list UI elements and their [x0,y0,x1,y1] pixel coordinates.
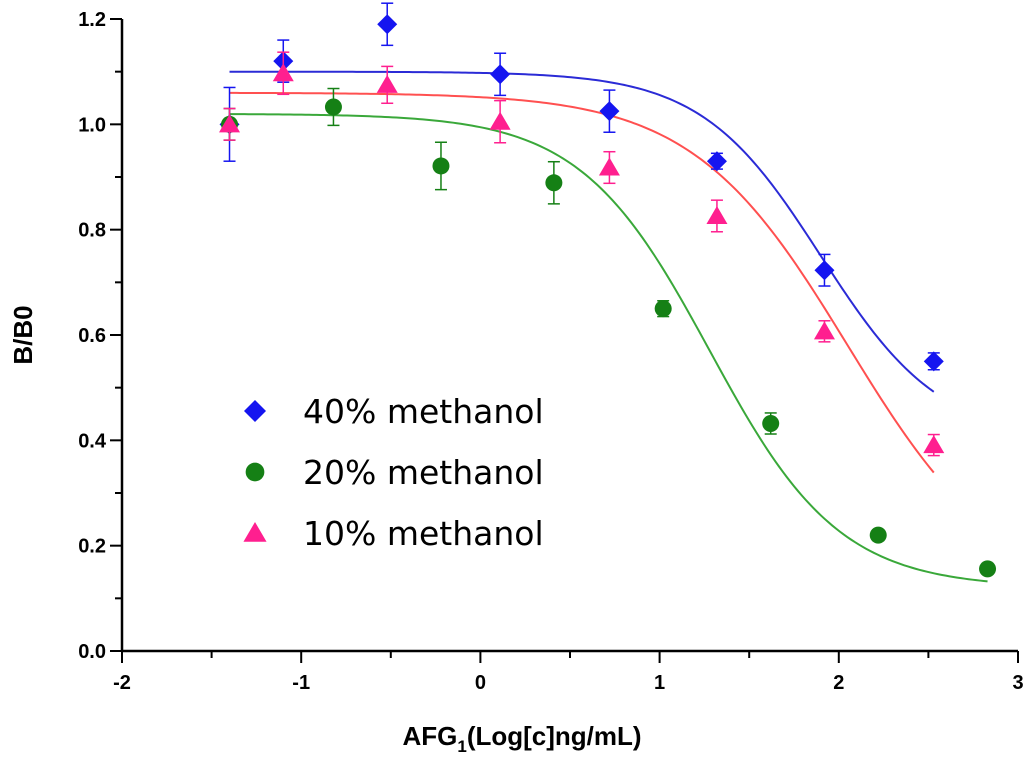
fit-curve [229,70,935,393]
x-tick-label: -1 [292,672,310,694]
y-axis-title: B/B0 [8,305,38,364]
data-point [762,414,780,432]
axes: -2 -1 0 1 2 3 0.0 0.2 0.4 0.6 0.8 1.0 1.2 [78,9,1023,694]
x-tick-label: -2 [113,672,131,694]
x-axis-title: AFG1(Log[c]ng/mL) [402,721,641,756]
legend-label: 10% methanol [303,514,544,553]
y-tick-label: 1.0 [78,114,106,136]
data-point [219,114,241,133]
data-point [923,351,944,372]
data-point [545,174,563,192]
data-point [377,14,398,35]
legend-marker [243,522,267,542]
x-tick-label: 2 [833,672,844,694]
data-point [813,321,835,340]
fit-curve [229,113,988,583]
fit-curves [229,70,988,583]
y-tick-label: 0.0 [78,641,106,663]
y-tick-label: 0.8 [78,220,106,242]
axis-titles: AFG1(Log[c]ng/mL) B/B0 [8,305,642,756]
x-tick-label: 0 [475,672,486,694]
data-point [706,151,727,172]
x-tick-label: 3 [1012,672,1023,694]
data-point [598,157,620,176]
data-point [489,111,511,130]
x-axis-title-main: AFG [402,721,457,751]
data-point [706,205,728,224]
data-points [219,2,997,578]
data-point [324,98,342,116]
data-point [814,260,835,281]
legend-label: 40% methanol [303,392,544,431]
legend-label: 20% methanol [303,453,544,492]
legend-marker [245,462,265,482]
data-point [432,157,450,175]
x-axis-title-subscript: 1 [457,737,466,756]
y-tick-label: 0.6 [78,325,106,347]
data-point [654,300,672,318]
data-point [923,435,945,454]
data-point [599,101,620,122]
data-point [490,64,511,85]
data-point [376,74,398,93]
x-axis-title-rest: (Log[c]ng/mL) [467,721,642,751]
x-tick-label: 1 [654,672,665,694]
y-tick-label: 1.2 [78,9,106,31]
y-tick-label: 0.2 [78,536,106,558]
legend-marker [244,400,266,422]
legend: 40% methanol 20% methanol 10% methanol [243,392,544,553]
data-point [979,560,997,578]
fit-curve [229,91,935,474]
data-point [272,63,294,82]
data-point [869,526,887,544]
y-tick-label: 0.4 [78,430,107,452]
